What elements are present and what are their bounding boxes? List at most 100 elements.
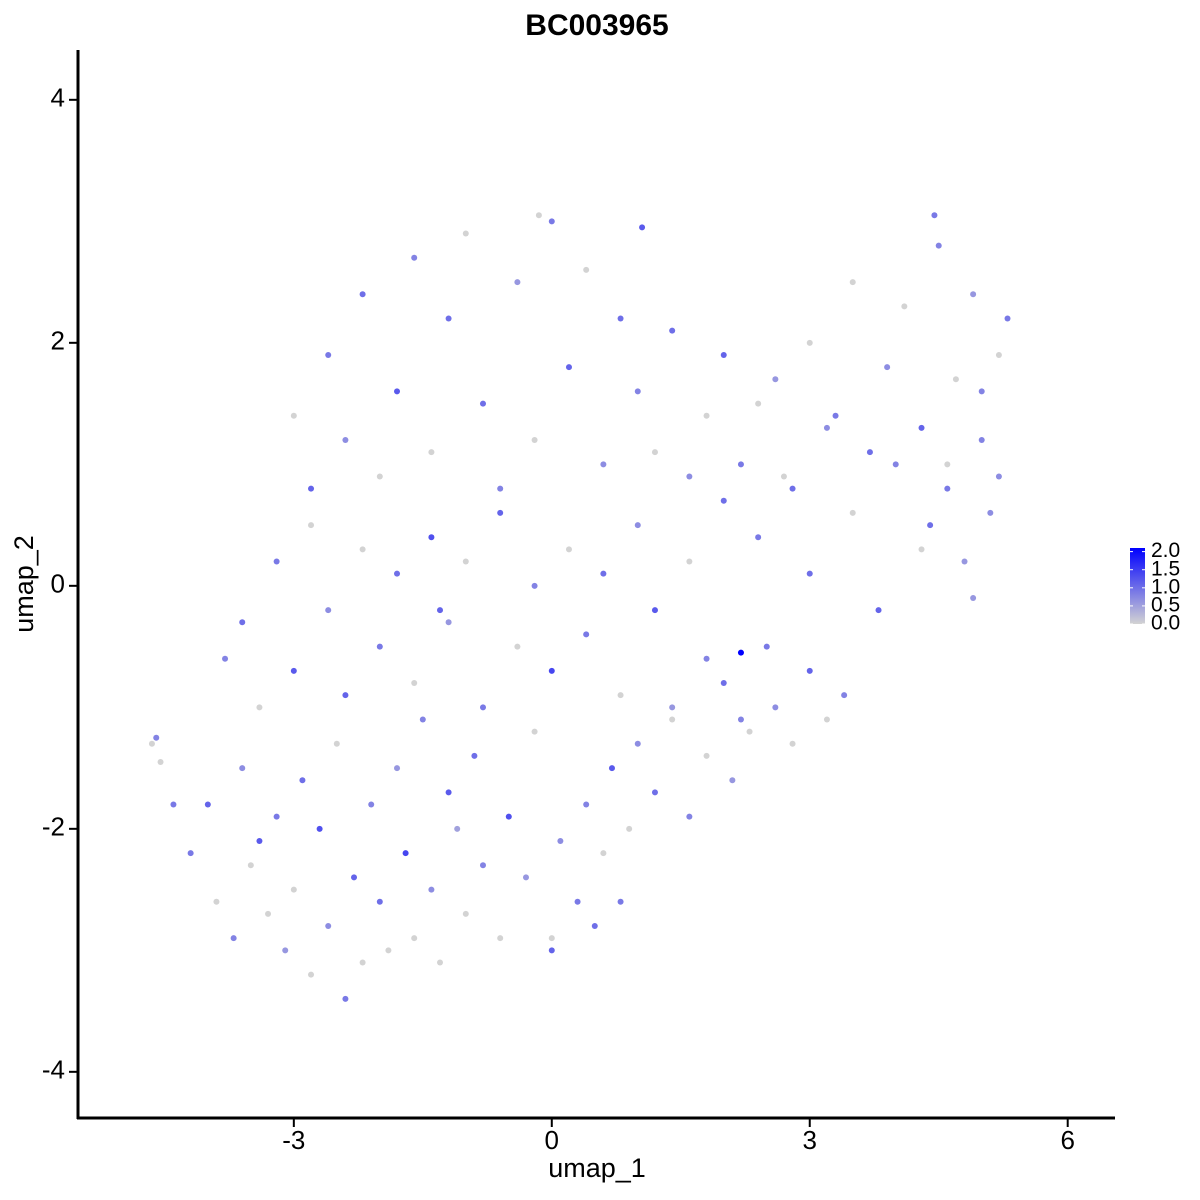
point — [901, 303, 908, 310]
point — [497, 935, 504, 942]
point — [239, 765, 246, 772]
y-tick-label: 4 — [51, 83, 65, 113]
point — [944, 485, 951, 492]
point — [806, 667, 813, 674]
point — [600, 850, 607, 857]
point — [841, 692, 848, 699]
point — [308, 485, 315, 492]
point — [755, 400, 762, 407]
point — [316, 825, 323, 832]
point — [359, 291, 366, 298]
point — [789, 485, 796, 492]
colorbar-label: 1.5 — [1151, 557, 1180, 580]
colorbar-label: 2.0 — [1151, 539, 1180, 562]
point — [918, 546, 925, 553]
point — [806, 570, 813, 577]
point — [256, 837, 263, 844]
point — [419, 716, 426, 723]
x-tick-label: 0 — [545, 1125, 559, 1155]
point — [686, 813, 693, 820]
point — [462, 558, 469, 565]
point — [376, 643, 383, 650]
point — [548, 218, 555, 225]
point — [273, 558, 280, 565]
point — [437, 959, 444, 966]
point — [669, 327, 676, 334]
point — [445, 789, 452, 796]
point — [333, 740, 340, 747]
y-axis-label: umap_2 — [9, 535, 39, 633]
point — [497, 509, 504, 516]
point — [755, 534, 762, 541]
point — [368, 801, 375, 808]
point — [471, 752, 478, 759]
point — [686, 558, 693, 565]
point — [944, 461, 951, 468]
point — [342, 692, 349, 699]
point — [565, 364, 572, 371]
point — [522, 874, 529, 881]
point — [204, 801, 211, 808]
x-tick-label: 3 — [803, 1125, 817, 1155]
point — [565, 546, 572, 553]
point — [479, 862, 486, 869]
colorbar — [1130, 548, 1145, 624]
point — [737, 716, 744, 723]
point — [290, 412, 297, 419]
point — [970, 291, 977, 298]
point — [170, 801, 177, 808]
colorbar-label: 1.0 — [1151, 575, 1180, 598]
point — [720, 680, 727, 687]
point — [230, 935, 237, 942]
point — [617, 898, 624, 905]
point — [213, 898, 220, 905]
point — [935, 242, 942, 249]
point — [325, 607, 332, 614]
point — [282, 947, 289, 954]
point — [806, 339, 813, 346]
point — [376, 473, 383, 480]
point — [325, 923, 332, 930]
chart-title: BC003965 — [525, 9, 668, 42]
point — [780, 473, 787, 480]
point — [531, 437, 538, 444]
point — [600, 570, 607, 577]
point — [342, 995, 349, 1002]
point — [548, 935, 555, 942]
point — [583, 801, 590, 808]
x-tick-label: -3 — [282, 1125, 305, 1155]
point — [394, 765, 401, 772]
point — [385, 947, 392, 954]
point — [978, 437, 985, 444]
point — [720, 497, 727, 504]
point — [763, 643, 770, 650]
point — [411, 254, 418, 261]
point — [987, 509, 994, 516]
point — [497, 485, 504, 492]
y-tick-label: 2 — [51, 326, 65, 356]
point — [359, 546, 366, 553]
point — [428, 449, 435, 456]
point — [148, 740, 155, 747]
point — [531, 582, 538, 589]
point — [535, 212, 542, 219]
point — [634, 388, 641, 395]
point — [737, 461, 744, 468]
point — [454, 825, 461, 832]
y-tick-label: -4 — [42, 1055, 65, 1085]
point — [849, 279, 856, 286]
point — [832, 412, 839, 419]
point — [970, 594, 977, 601]
point — [703, 412, 710, 419]
point — [608, 765, 615, 772]
point — [462, 910, 469, 917]
point — [927, 522, 934, 529]
point — [995, 351, 1002, 358]
colorbar-label: 0.5 — [1151, 593, 1180, 616]
point — [669, 716, 676, 723]
point — [290, 886, 297, 893]
point — [514, 643, 521, 650]
point — [737, 649, 744, 656]
point — [325, 351, 332, 358]
